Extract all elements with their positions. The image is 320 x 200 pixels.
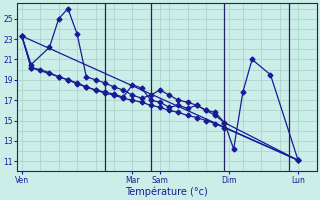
X-axis label: Température (°c): Température (°c)	[125, 186, 208, 197]
